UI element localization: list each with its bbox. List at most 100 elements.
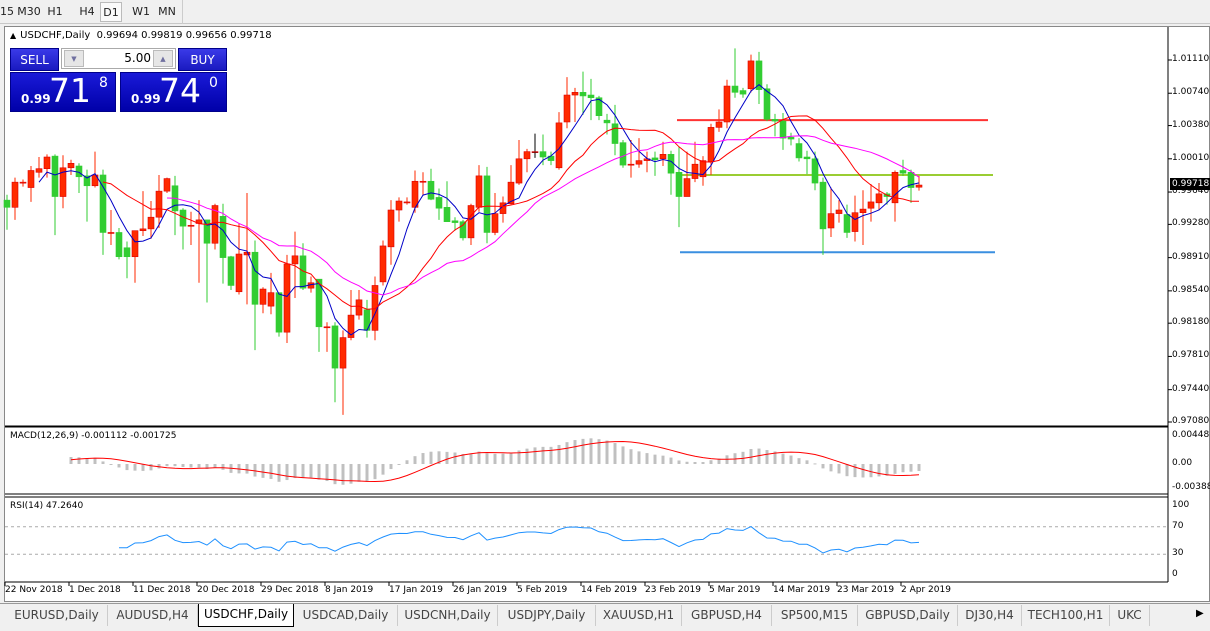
collapse-triangle-icon[interactable]: ▲ [10, 31, 17, 40]
candle-body [435, 197, 443, 209]
macd-bar [693, 462, 697, 464]
candle-body [347, 314, 355, 338]
candle-body [803, 156, 811, 160]
candle-body [603, 119, 611, 124]
macd-bar [389, 464, 393, 470]
timeframe-H1[interactable]: H1 [47, 5, 63, 18]
sell-price-box[interactable]: 0.99 71 8 [10, 71, 116, 112]
tab-ukc[interactable]: UKC [1110, 605, 1150, 626]
candle-body [891, 171, 899, 204]
price-tick-label: 0.99280 [1172, 218, 1210, 229]
price-tick-label: 0.99640 [1172, 186, 1210, 197]
tab-usdchf-daily[interactable]: USDCHF,Daily [198, 604, 294, 627]
decrease-lot-icon[interactable]: ▼ [64, 50, 84, 67]
macd-bar [629, 449, 633, 464]
tab-gbpusd-daily[interactable]: GBPUSD,Daily [858, 605, 958, 626]
timeframe-15[interactable]: 15 [0, 5, 14, 18]
tab-dj30-h4[interactable]: DJ30,H4 [958, 605, 1022, 626]
macd-bar [773, 451, 777, 464]
candle-body [363, 309, 371, 331]
buy-button[interactable]: BUY [178, 48, 227, 71]
candle-body [275, 292, 283, 333]
candle-body [83, 175, 91, 187]
tab-audusd-h4[interactable]: AUDUSD,H4 [108, 605, 198, 626]
macd-bar [261, 464, 265, 478]
macd-bar [333, 464, 337, 485]
price-tick-label: 0.98910 [1172, 251, 1210, 262]
lot-size-field[interactable]: ▼ 5.00 ▲ [61, 48, 176, 69]
macd-bar [469, 453, 473, 464]
price-tick-label: 0.97440 [1172, 383, 1210, 394]
buy-price-box[interactable]: 0.99 74 0 [120, 71, 227, 112]
increase-lot-icon[interactable]: ▲ [153, 50, 173, 67]
macd-bar [221, 464, 225, 470]
timeframe-MN[interactable]: MN [158, 5, 176, 18]
macd-bar [429, 451, 433, 464]
candle-body [691, 163, 699, 179]
macd-bar [213, 464, 217, 468]
macd-bar [701, 462, 705, 464]
timeframe-D1[interactable]: D1 [100, 2, 122, 22]
macd-bar [381, 464, 385, 475]
timeframe-H4[interactable]: H4 [79, 5, 95, 18]
candle-body [163, 178, 171, 192]
tab-usdcnh-daily[interactable]: USDCNH,Daily [398, 605, 498, 626]
macd-bar [493, 453, 497, 464]
candle-body [235, 253, 243, 293]
candle-body [899, 170, 907, 174]
macd-bar [565, 442, 569, 464]
chart-canvas[interactable] [0, 0, 1210, 603]
candle-body [131, 230, 139, 258]
macd-bar [317, 464, 321, 480]
macd-bar [253, 464, 257, 477]
buy-price-prefix: 0.99 [131, 92, 161, 106]
candle-body [843, 214, 851, 233]
candle-body [459, 221, 467, 239]
date-label: 14 Mar 2019 [773, 585, 831, 595]
macd-bar [477, 451, 481, 464]
candle-body [403, 201, 411, 204]
candle-body [227, 256, 235, 286]
macd-bar [605, 440, 609, 464]
candle-body [19, 181, 27, 184]
rsi-tick-label: 0 [1172, 569, 1178, 579]
lot-size-value[interactable]: 5.00 [124, 51, 151, 65]
macd-bar [189, 464, 193, 468]
macd-bar [69, 456, 73, 464]
candle-body [627, 163, 635, 166]
candle-body [35, 168, 43, 173]
tab-eurusd-daily[interactable]: EURUSD,Daily [6, 605, 108, 626]
macd-bar [197, 464, 201, 468]
tab-tech100-h1[interactable]: TECH100,H1 [1022, 605, 1110, 626]
candle-body [907, 171, 915, 188]
candle-body [699, 160, 707, 178]
candle-body [731, 85, 739, 93]
one-click-trading-panel: SELL ▼ 5.00 ▲ BUY 0.99 71 8 0.99 74 0 [9, 47, 228, 112]
scroll-tabs-right-icon[interactable]: ▶ [1196, 608, 1204, 619]
tab-usdjpy-daily[interactable]: USDJPY,Daily [498, 605, 596, 626]
macd-bar [573, 440, 577, 464]
candle-body [739, 90, 747, 95]
macd-bar [885, 464, 889, 476]
timeframe-M30[interactable]: M30 [17, 5, 41, 18]
sell-price-prefix: 0.99 [21, 92, 51, 106]
tab-xauusd-h1[interactable]: XAUUSD,H1 [596, 605, 682, 626]
macd-bar [285, 464, 289, 481]
sell-button[interactable]: SELL [10, 48, 59, 71]
macd-bar [541, 446, 545, 464]
macd-bar [685, 461, 689, 464]
macd-bar [405, 460, 409, 464]
candle-body [771, 118, 779, 122]
candle-body [243, 251, 251, 256]
tab-sp500-m15[interactable]: SP500,M15 [772, 605, 858, 626]
macd-bar [869, 464, 873, 478]
candle-body [587, 94, 595, 99]
candle-body [115, 232, 123, 258]
rsi-tick-label: 30 [1172, 548, 1184, 559]
candle-body [67, 163, 75, 169]
macd-bar [85, 458, 89, 464]
candle-body [779, 120, 787, 139]
tab-gbpusd-h4[interactable]: GBPUSD,H4 [682, 605, 772, 626]
timeframe-W1[interactable]: W1 [132, 5, 150, 18]
tab-usdcad-daily[interactable]: USDCAD,Daily [294, 605, 398, 626]
